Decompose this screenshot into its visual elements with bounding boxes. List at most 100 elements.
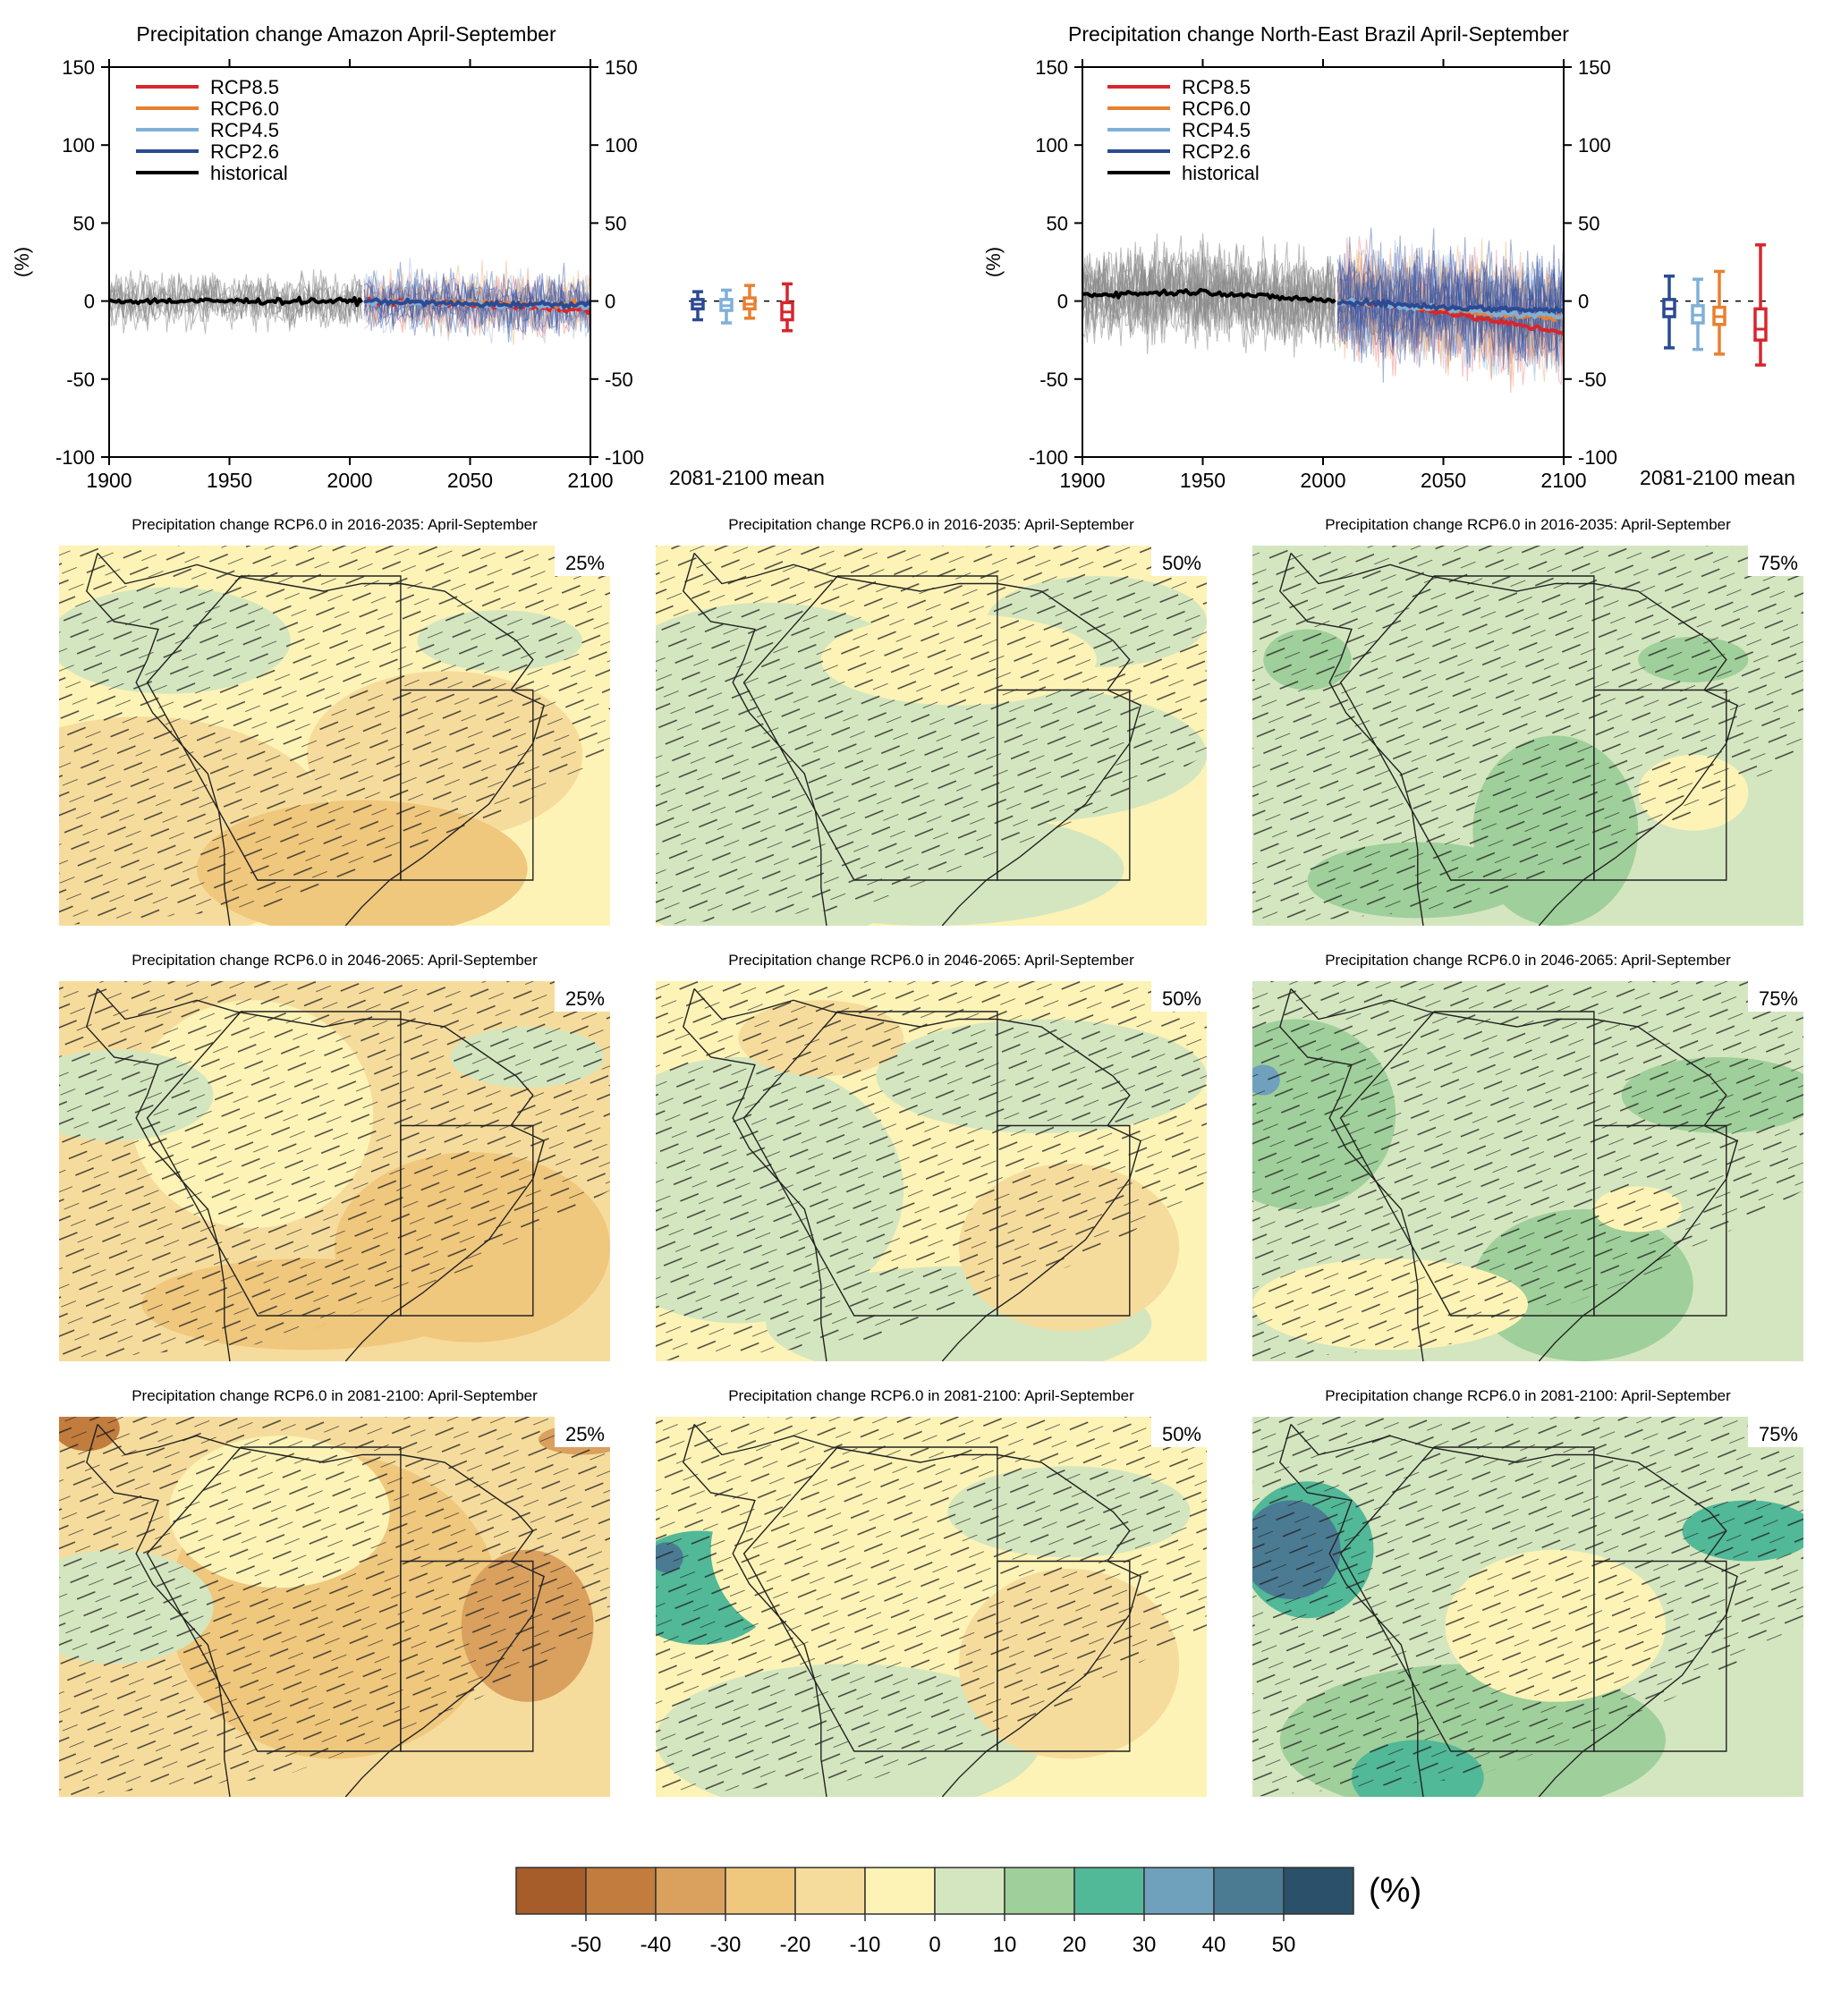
map-field [1252,981,1803,1361]
colorbar-tick-label: 10 [993,1933,1017,1957]
map-panel: Precipitation change RCP6.0 in 2016-2035… [1252,516,1803,926]
map-panel: Precipitation change RCP6.0 in 2081-2100… [1252,1387,1803,1797]
x-tick-label: 1950 [1180,469,1226,492]
svg-text:RCP4.5: RCP4.5 [1182,119,1251,141]
svg-text:RCP6.0: RCP6.0 [210,97,279,120]
significance-hatching [1252,981,1803,1361]
y-tick-label-right: -100 [1578,446,1617,469]
map-panel: Precipitation change RCP6.0 in 2046-2065… [59,952,610,1361]
member-line-rcp60 [363,260,590,342]
x-tick-label: 2100 [1540,469,1586,492]
amazon-region-outline [146,1446,402,1752]
member-line-rcp26 [1336,250,1564,365]
coastline [97,553,545,926]
coastline-west [86,553,231,926]
boxplot-rcp85 [1753,243,1768,367]
mean-lines-amazon [109,295,590,316]
percentile-label: 50% [1162,552,1201,574]
colorbar-unit: (%) [1369,1872,1421,1910]
colorbar-tick-label: -40 [641,1933,672,1957]
colorbar-tick-label: -30 [710,1933,742,1957]
member-line-rcp60 [363,275,590,336]
y-tick-label: -100 [1029,446,1068,469]
timeseries-panel-amazon: Precipitation change Amazon April-Septem… [11,22,825,492]
y-tick-label-right: 50 [605,212,626,234]
percentile-label: 25% [565,552,605,574]
coastline [693,988,1141,1361]
member-line-rcp26 [363,273,590,336]
y-tick-label: 0 [1057,291,1068,313]
ne-brazil-region-outline [997,689,1131,881]
amazon-region-outline [742,575,998,881]
significance-hatching [1252,546,1803,926]
x-tick-label: 1950 [207,469,252,492]
x-tick-label: 2050 [1421,469,1466,492]
amazon-region-outline [1339,575,1595,881]
ne-brazil-region-outline [400,1124,534,1317]
coastline [1290,553,1738,926]
boxplot-rcp26 [691,290,705,322]
x-tick-label: 1900 [86,469,132,492]
percentile-label-box [555,1417,610,1447]
coastline [693,1424,1141,1797]
y-tick-label: -50 [66,368,95,391]
amazon-region-outline [1339,1011,1595,1317]
map-field [59,546,610,926]
mean-lines-ne-brazil [1082,288,1564,336]
significance-hatching [656,1417,1207,1797]
coastline [1290,988,1738,1361]
significance-hatching [656,981,1207,1361]
y-tick-label: -50 [1039,368,1068,391]
map-panel: Precipitation change RCP6.0 in 2046-2065… [656,952,1207,1361]
map-panel: Precipitation change RCP6.0 in 2016-2035… [59,516,610,926]
coastline [1290,1424,1738,1797]
map-title: Precipitation change RCP6.0 in 2016-2035… [728,516,1134,533]
svg-text:historical: historical [210,162,288,184]
map-title: Precipitation change RCP6.0 in 2046-2065… [728,952,1134,969]
map-title: Precipitation change RCP6.0 in 2081-2100… [132,1387,538,1404]
coastline-west [1279,553,1424,926]
colorbar-tick-label: -10 [850,1933,881,1957]
amazon-region-outline [146,1011,402,1317]
svg-text:RCP6.0: RCP6.0 [1182,97,1251,120]
y-tick-label: 100 [1035,134,1068,157]
ne-brazil-region-outline [400,689,534,881]
y-tick-label-right: -100 [605,446,644,469]
percentile-label-box [555,981,610,1012]
series-line-historical [109,295,364,308]
boxplot-rcp60 [1712,269,1726,356]
ts-ylabel-amazon: (%) [11,247,33,277]
y-tick-label-right: 50 [1578,212,1599,234]
percentile-label: 75% [1759,552,1798,574]
colorbar-swatch [934,1867,1005,1915]
svg-text:RCP2.6: RCP2.6 [210,140,279,163]
y-tick-label: 150 [1035,56,1068,79]
map-title: Precipitation change RCP6.0 in 2081-2100… [1325,1387,1731,1404]
boxplot-rcp45 [1691,277,1705,352]
svg-text:RCP8.5: RCP8.5 [1182,76,1251,98]
colorbar-swatch [1143,1867,1215,1915]
x-tick-label: 2050 [447,469,493,492]
series-line-rcp26 [363,297,590,309]
x-tick-label: 1900 [1059,469,1105,492]
map-grid: Precipitation change RCP6.0 in 2016-2035… [59,516,1803,1797]
map-title: Precipitation change RCP6.0 in 2016-2035… [1325,516,1731,533]
member-line-rcp26 [1336,241,1564,383]
legend-item-rcp45: RCP4.5 [1107,119,1251,141]
y-tick-label: 150 [62,56,95,79]
colorbar-tick-label: 30 [1133,1933,1157,1957]
y-tick-label-right: 150 [605,56,638,79]
y-tick-label-right: 150 [1578,56,1611,79]
significance-hatching [59,546,610,926]
y-tick-label-right: 100 [605,134,638,157]
boxplots-2081-2100-ne-brazil [1660,243,1769,367]
legend-item-rcp26: RCP2.6 [1107,140,1251,163]
member-line-rcp26 [363,268,590,335]
colorbar-tick-label: -50 [571,1933,602,1957]
ne-brazil-region-outline [400,1560,534,1752]
map-title: Precipitation change RCP6.0 in 2046-2065… [1325,952,1731,969]
map-field [656,981,1207,1361]
x-tick-label: 2000 [327,469,372,492]
